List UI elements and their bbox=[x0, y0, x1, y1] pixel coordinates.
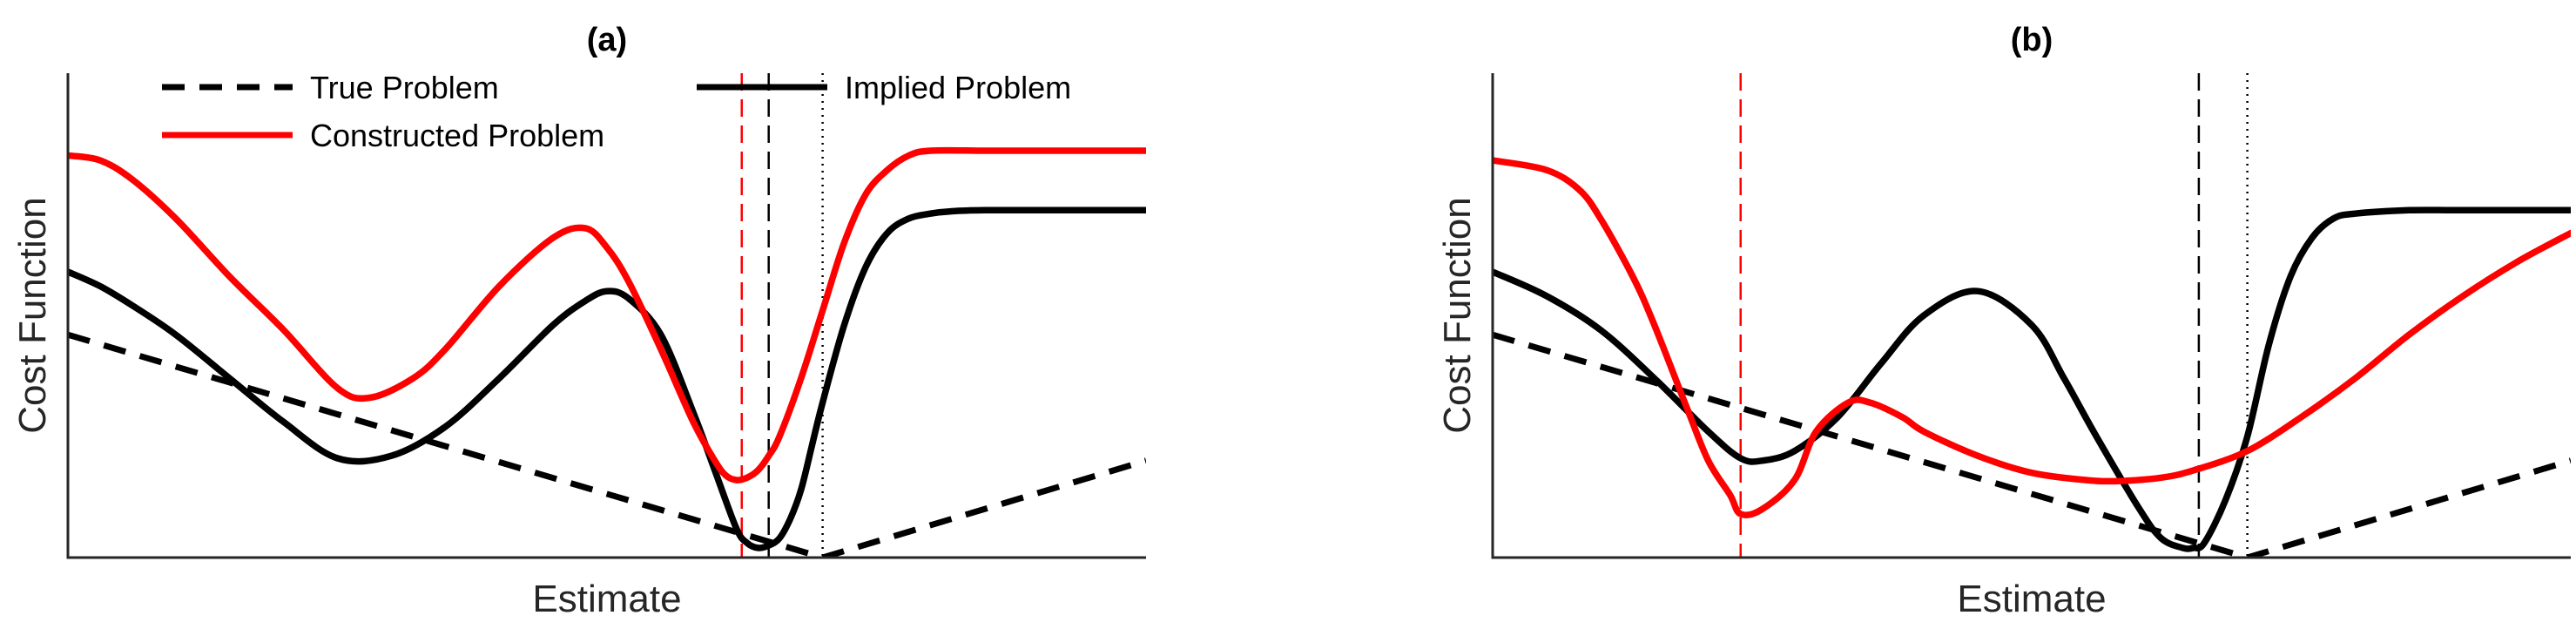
legend-label-true-problem: True Problem bbox=[310, 70, 499, 105]
plot-area-b bbox=[1493, 73, 2571, 558]
panel-a: (a) Estimate Cost Function True Problem Impl… bbox=[11, 22, 1146, 620]
y-axis-label: Cost Function bbox=[11, 197, 54, 433]
legend: True Problem Implied Problem Constructed P… bbox=[162, 70, 1071, 153]
true-problem-line bbox=[1493, 331, 2571, 558]
constructed-problem-line bbox=[68, 146, 1146, 484]
legend-label-implied-problem: Implied Problem bbox=[845, 70, 1071, 105]
chart-title: (b) bbox=[2011, 22, 2053, 58]
legend-label-constructed-problem: Constructed Problem bbox=[310, 118, 604, 153]
true-problem-line bbox=[68, 331, 1146, 558]
panel-b: (b) Estimate Cost Function bbox=[1436, 22, 2571, 620]
x-axis-label: Estimate bbox=[532, 578, 681, 620]
y-axis-label: Cost Function bbox=[1436, 197, 1479, 433]
implied-problem-line bbox=[1493, 206, 2571, 552]
plot-area-a bbox=[68, 73, 1146, 558]
implied-problem-line bbox=[68, 206, 1146, 551]
chart-title: (a) bbox=[587, 22, 627, 58]
constructed-problem-line bbox=[1493, 157, 2571, 518]
x-axis-label: Estimate bbox=[1957, 578, 2106, 620]
